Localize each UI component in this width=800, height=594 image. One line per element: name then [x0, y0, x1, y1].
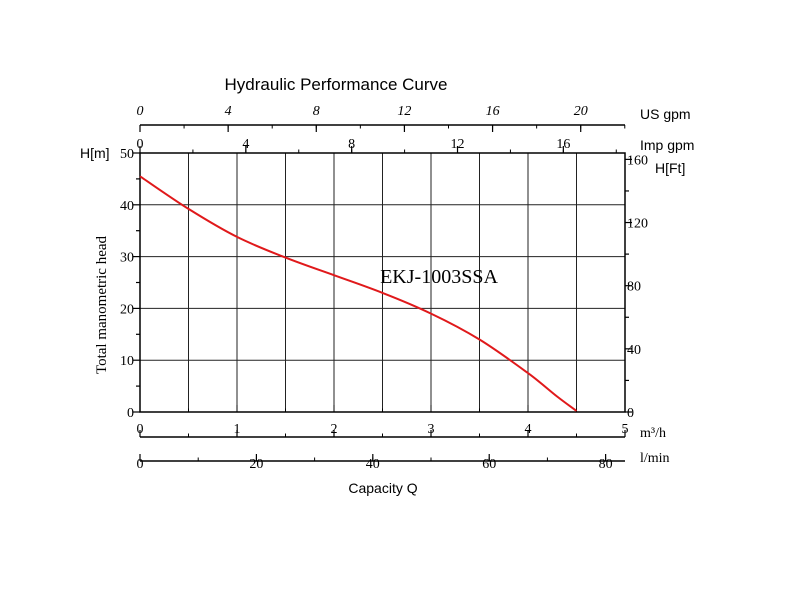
series-layer	[139, 175, 578, 412]
chart-title: Hydraulic Performance Curve	[225, 75, 448, 94]
usgpm-tick-label: 0	[137, 104, 144, 119]
usgpm-tick-label: 20	[574, 104, 588, 119]
impgpm-tick-label: 0	[137, 137, 144, 152]
lmin-unit-label: l/min	[640, 451, 670, 466]
lmin-tick-label: 20	[249, 457, 263, 472]
hm-tick-label: 40	[120, 199, 134, 214]
lmin-tick-label: 60	[482, 457, 496, 472]
impgpm-unit-label: Imp gpm	[640, 137, 694, 153]
y-axis-label: Total manometric head	[94, 235, 110, 374]
m3h-tick-label: 2	[331, 422, 338, 437]
lmin-tick-label: 40	[366, 457, 380, 472]
hft-unit-label: H[Ft]	[655, 160, 685, 176]
usgpm-tick-label: 8	[313, 104, 320, 119]
impgpm-tick-label: 4	[242, 137, 249, 152]
hft-tick-label: 160	[627, 153, 648, 168]
hm-unit-label: H[m]	[80, 145, 110, 161]
m3h-tick-label: 0	[137, 422, 144, 437]
x-axis-label: Capacity Q	[348, 480, 417, 496]
lmin-tick-label: 0	[137, 457, 144, 472]
lmin-tick-label: 80	[599, 457, 613, 472]
hm-tick-label: 20	[120, 302, 134, 317]
hm-tick-label: 10	[120, 354, 134, 369]
hm-tick-label: 30	[120, 251, 134, 266]
m3h-tick-label: 3	[428, 422, 435, 437]
hm-tick-label: 0	[127, 406, 134, 421]
series-line-ekj-1003ssa	[139, 175, 578, 412]
hft-tick-label: 0	[627, 406, 634, 421]
model-label: EKJ-1003SSA	[380, 266, 498, 288]
m3h-tick-label: 1	[234, 422, 241, 437]
hft-tick-label: 120	[627, 217, 648, 232]
hft-tick-label: 80	[627, 280, 641, 295]
hft-tick-label: 40	[627, 343, 641, 358]
hm-tick-label: 50	[120, 147, 134, 162]
impgpm-tick-label: 12	[451, 137, 465, 152]
usgpm-tick-label: 16	[486, 104, 500, 119]
impgpm-tick-label: 8	[348, 137, 355, 152]
usgpm-unit-label: US gpm	[640, 106, 691, 122]
m3h-unit-label: m³/h	[640, 426, 666, 441]
grid-lines	[140, 153, 625, 412]
impgpm-tick-label: 16	[556, 137, 570, 152]
m3h-tick-label: 5	[622, 422, 629, 437]
m3h-tick-label: 4	[525, 422, 532, 437]
usgpm-tick-label: 12	[397, 104, 411, 119]
ticks: 0 4 8 12 16 200 4 8 12 160 1 2 3 4 50 20 40 60 80010203040…	[120, 104, 648, 472]
usgpm-tick-label: 4	[225, 104, 232, 119]
